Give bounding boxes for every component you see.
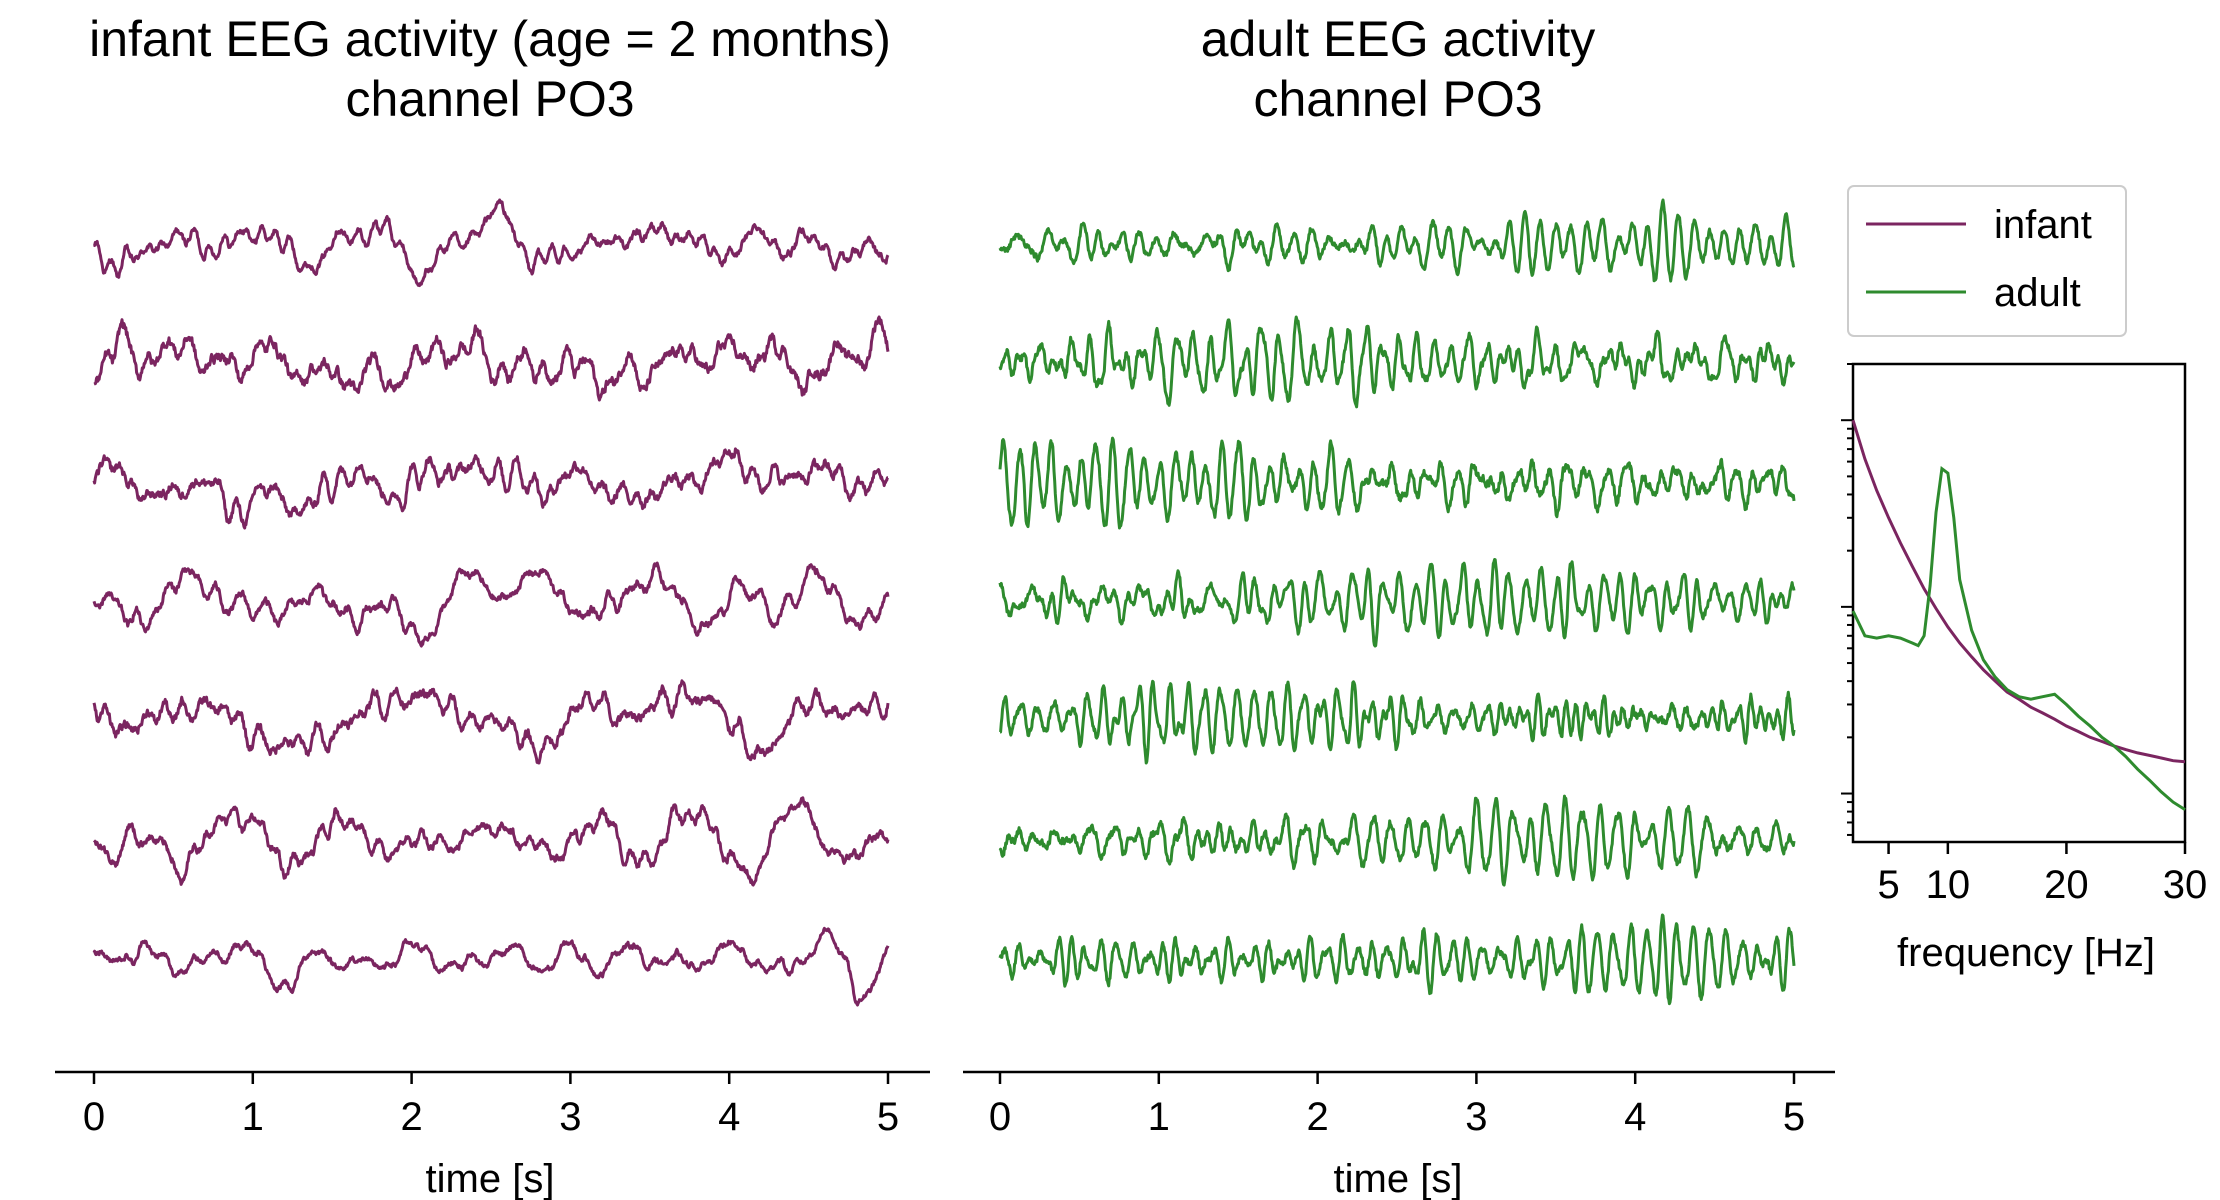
time-tick-label: 5	[1783, 1095, 1805, 1139]
infant-panel-title-line1: infant EEG activity (age = 2 months)	[89, 11, 891, 67]
spectrum-xtick-label: 20	[2044, 863, 2089, 907]
legend: infant adult	[1847, 185, 2127, 337]
time-tick-label: 3	[559, 1095, 581, 1139]
time-tick-label: 4	[718, 1095, 740, 1139]
adult-xlabel: time [s]	[1334, 1157, 1463, 1200]
infant-time-axis: 0 1 2 3 4 5	[55, 1070, 930, 1139]
time-tick-label: 1	[1148, 1095, 1170, 1139]
spectrum-xticks: 5 10 20 30	[1877, 842, 2207, 907]
adult-trace-3	[998, 436, 1796, 530]
time-tick-label: 0	[989, 1095, 1011, 1139]
adult-trace-2	[998, 315, 1796, 409]
legend-label-adult: adult	[1994, 271, 2081, 315]
infant-trace-3	[92, 447, 889, 530]
infant-trace-7	[92, 926, 890, 1007]
spectrum-xtick-label: 30	[2163, 863, 2208, 907]
infant-trace-5	[92, 679, 890, 765]
infant-trace-2	[93, 315, 890, 402]
spectrum-log-yticks	[1841, 363, 1853, 836]
spectrum-xtick-label: 5	[1877, 863, 1899, 907]
spectrum-frame	[1851, 362, 2187, 844]
infant-trace-4	[92, 561, 890, 648]
adult-panel-title-line2: channel PO3	[1253, 71, 1542, 127]
adult-panel-title-line1: adult EEG activity	[1201, 11, 1596, 67]
time-tick-label: 4	[1624, 1095, 1646, 1139]
time-tick-label: 2	[400, 1095, 422, 1139]
adult-trace-7	[998, 913, 1796, 1006]
infant-xlabel: time [s]	[426, 1157, 555, 1200]
legend-label-infant: infant	[1994, 203, 2092, 247]
infant-trace-6	[92, 796, 890, 887]
infant-trace-1	[92, 198, 890, 288]
time-tick-label: 3	[1465, 1095, 1487, 1139]
spectrum-line-infant	[1851, 419, 2186, 764]
adult-time-axis: 0 1 2 3 4 5	[963, 1070, 1835, 1139]
spectrum-xtick-label: 10	[1926, 863, 1971, 907]
adult-trace-4	[998, 558, 1796, 648]
time-tick-label: 5	[877, 1095, 899, 1139]
adult-trace-5	[999, 679, 1796, 765]
adult-eeg-traces	[998, 198, 1796, 1006]
adult-trace-6	[998, 794, 1796, 887]
time-tick-label: 1	[242, 1095, 264, 1139]
spectrum-xlabel: frequency [Hz]	[1897, 931, 2155, 975]
power-spectrum-plot: 5 10 20 30	[1841, 362, 2207, 907]
infant-eeg-traces	[92, 198, 890, 1007]
infant-panel-title-line2: channel PO3	[345, 71, 634, 127]
time-tick-label: 0	[83, 1095, 105, 1139]
adult-trace-1	[998, 198, 1796, 283]
spectrum-line-adult	[1851, 465, 2186, 811]
time-tick-label: 2	[1306, 1095, 1328, 1139]
